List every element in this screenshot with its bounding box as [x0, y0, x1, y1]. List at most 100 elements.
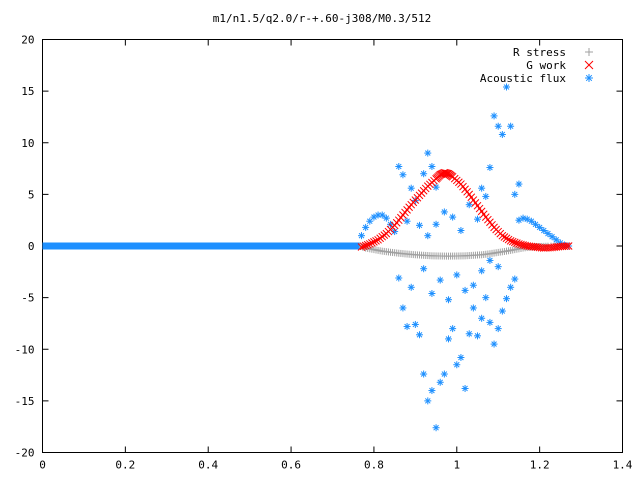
data-point	[363, 240, 372, 249]
x-tick-label: 1.4	[613, 459, 633, 472]
data-point	[513, 239, 521, 248]
data-point	[527, 217, 535, 225]
data-point	[474, 332, 481, 340]
y-tick-label: -20	[15, 447, 35, 460]
data-point	[552, 236, 560, 244]
data-point	[548, 233, 556, 241]
data-point	[494, 122, 502, 130]
data-point	[424, 232, 432, 240]
data-point	[508, 237, 517, 246]
data-point	[449, 325, 457, 333]
data-point	[584, 60, 594, 70]
data-point	[370, 238, 378, 246]
legend-label: G work	[526, 59, 566, 72]
data-point	[486, 318, 494, 326]
data-point	[445, 296, 452, 304]
data-point	[403, 217, 411, 225]
x-tick-label: 0	[39, 459, 46, 472]
y-tick-label: 15	[21, 85, 34, 98]
data-point	[482, 192, 490, 200]
data-point	[494, 263, 502, 271]
data-point	[515, 180, 523, 188]
data-point	[395, 162, 403, 170]
data-point	[374, 211, 382, 219]
data-point	[403, 323, 411, 331]
data-point	[453, 271, 461, 279]
data-point	[357, 243, 366, 251]
data-point	[500, 233, 509, 241]
x-tick-label: 1	[453, 459, 460, 472]
data-point	[478, 314, 486, 322]
data-point	[490, 340, 498, 348]
data-point	[382, 214, 390, 222]
data-point	[478, 267, 486, 275]
data-point	[465, 201, 473, 209]
data-point	[474, 215, 481, 223]
y-tick-label: 10	[21, 137, 34, 150]
data-point	[507, 283, 515, 291]
data-point	[511, 275, 519, 283]
data-point	[362, 223, 370, 231]
data-point	[486, 164, 494, 172]
data-point	[469, 304, 477, 312]
data-point	[504, 235, 513, 244]
data-point	[544, 230, 552, 238]
data-point	[478, 184, 486, 192]
data-point	[441, 169, 450, 177]
data-point	[498, 231, 507, 240]
y-tick-label: 20	[21, 34, 34, 47]
data-point	[502, 234, 511, 243]
x-tick-label: 0.4	[198, 459, 218, 472]
data-point	[432, 220, 440, 228]
data-point	[440, 370, 448, 378]
data-point	[407, 184, 415, 192]
legend-label: R stress	[513, 46, 566, 59]
data-point	[416, 331, 423, 339]
data-point	[359, 242, 368, 251]
data-point	[498, 130, 506, 138]
data-point	[585, 74, 593, 82]
data-point	[378, 211, 386, 219]
data-point	[420, 370, 428, 378]
x-tick-label: 0.8	[364, 459, 384, 472]
data-point	[407, 283, 415, 291]
data-point	[564, 242, 573, 250]
y-tick-label: 5	[28, 188, 35, 201]
data-point	[585, 48, 593, 56]
data-point	[461, 286, 469, 294]
x-axis-ticks: 0 0.2 0.4 0.6 0.8 1 1.2 1.4	[39, 39, 633, 472]
data-point	[503, 295, 510, 303]
legend-label: Acoustic flux	[480, 72, 566, 85]
data-point	[469, 281, 477, 289]
data-point	[399, 171, 407, 179]
data-point	[490, 112, 498, 120]
data-point	[428, 162, 436, 170]
data-point	[457, 227, 465, 235]
data-point	[453, 361, 461, 369]
data-point	[428, 387, 436, 395]
data-point	[399, 304, 407, 312]
y-tick-label: -15	[15, 395, 35, 408]
data-point	[416, 221, 423, 229]
data-point	[510, 238, 519, 247]
data-point	[540, 227, 548, 235]
data-point	[506, 236, 515, 245]
data-point	[482, 294, 490, 302]
data-point	[445, 335, 452, 343]
data-point	[436, 378, 444, 386]
x-tick-label: 0.2	[115, 459, 135, 472]
chart-title: m1/n1.5/q2.0/r-+.60-j308/M0.3/512	[213, 12, 432, 25]
x-tick-label: 0.6	[281, 459, 301, 472]
data-point	[368, 239, 376, 247]
series-layer	[42, 83, 573, 432]
data-point	[395, 274, 403, 282]
data-point	[365, 240, 374, 248]
data-point	[420, 170, 428, 178]
data-point	[498, 307, 506, 315]
data-point	[372, 236, 380, 245]
data-point	[457, 354, 465, 362]
x-tick-label: 1.2	[530, 459, 550, 472]
data-point	[432, 424, 440, 432]
